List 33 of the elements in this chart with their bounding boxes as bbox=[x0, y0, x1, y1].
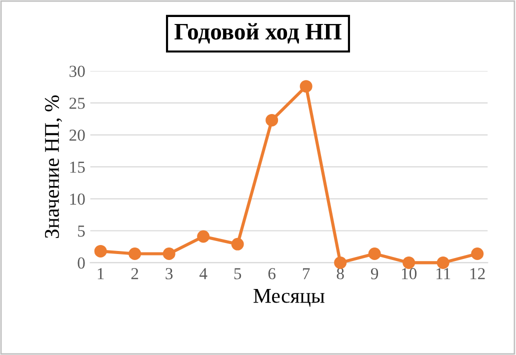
x-tick-label: 4 bbox=[199, 268, 208, 280]
y-tick-label: 20 bbox=[70, 130, 85, 141]
x-tick-label: 7 bbox=[303, 268, 310, 280]
point bbox=[471, 248, 484, 260]
y-tick-label: 10 bbox=[70, 194, 85, 205]
x-axis-title: Месяцы bbox=[254, 289, 324, 307]
x-tick-label: 2 bbox=[131, 268, 138, 280]
x-tick-label: 5 bbox=[234, 268, 242, 280]
y-axis-title: Значение НП, % bbox=[44, 95, 62, 238]
point bbox=[266, 114, 278, 126]
y-tick-label: 0 bbox=[78, 257, 85, 269]
chart-title: Годовой ход НП bbox=[174, 23, 342, 44]
point bbox=[334, 256, 347, 269]
point bbox=[368, 248, 381, 260]
y-tick-label: 5 bbox=[78, 226, 85, 237]
x-tick-label: 1 bbox=[98, 268, 104, 280]
x-tick-label: 6 bbox=[268, 268, 276, 280]
x-tick-label: 3 bbox=[166, 268, 173, 280]
x-tick-label: 9 bbox=[370, 268, 378, 280]
y-tick-label: 30 bbox=[70, 66, 85, 77]
point bbox=[128, 248, 142, 260]
point bbox=[197, 230, 210, 243]
x-tick-label: 12 bbox=[470, 268, 485, 280]
y-tick-label: 15 bbox=[70, 162, 85, 173]
x-tick-label: 11 bbox=[436, 268, 450, 280]
y-tick-label: 25 bbox=[70, 98, 85, 109]
point bbox=[94, 244, 107, 258]
point bbox=[162, 248, 176, 260]
point bbox=[300, 80, 312, 93]
point bbox=[231, 238, 244, 250]
point bbox=[402, 256, 416, 269]
x-tick-label: 10 bbox=[402, 268, 417, 280]
point bbox=[436, 256, 450, 269]
